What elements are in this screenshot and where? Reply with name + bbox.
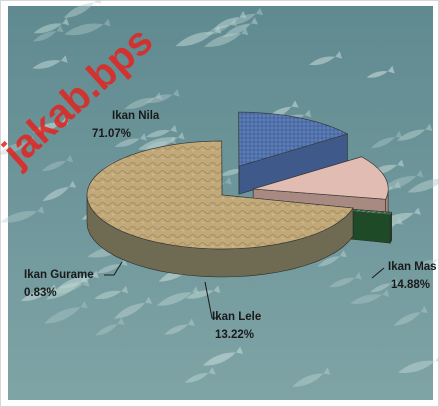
- slice-outer-wall: [389, 212, 392, 245]
- fish-shape: [96, 258, 128, 274]
- fish-shape: [220, 163, 251, 176]
- fish-shape: [49, 279, 90, 294]
- leader-lines: [104, 261, 385, 319]
- fish-shape: [328, 272, 362, 288]
- fish-shape: [20, 284, 58, 301]
- fish-shape: [229, 7, 264, 25]
- leader-line: [371, 267, 385, 279]
- fish-shape: [398, 355, 439, 374]
- fish-shape: [42, 180, 77, 202]
- fish-shape: [113, 296, 153, 319]
- slice-label-value: 0.83%: [24, 287, 57, 299]
- slice-label-value: 71.07%: [92, 128, 131, 140]
- fish-shape: [309, 51, 343, 66]
- fish-shape: [396, 123, 433, 141]
- fish-shape: [44, 301, 88, 324]
- fish-shape: [124, 92, 162, 110]
- fish-shape: [137, 132, 185, 150]
- slice-top-face: [253, 156, 389, 200]
- fish-shape: [32, 116, 69, 133]
- fish-shape: [202, 346, 244, 366]
- fish-shape: [212, 10, 247, 30]
- fish-shape: [64, 18, 111, 36]
- fish-shape: [57, 270, 99, 289]
- fish-shape: [32, 55, 68, 69]
- slice-label-name: Ikan Mas: [388, 261, 437, 273]
- fish-shape: [369, 277, 399, 293]
- fish-shape: [366, 65, 395, 78]
- fish-shape: [380, 169, 424, 191]
- pie-slice-ikan-mas: [238, 111, 349, 195]
- fish-shape: [184, 367, 216, 383]
- slice-label-name: Ikan Nila: [112, 110, 160, 122]
- slice-label-value: 14.88%: [391, 279, 430, 291]
- fish-shape: [41, 154, 74, 171]
- fish-shape: [292, 367, 331, 387]
- pie-slices: [86, 111, 393, 278]
- fish-shape: [33, 25, 64, 42]
- fish-shape: [175, 26, 222, 47]
- slice-top-face: [238, 111, 349, 167]
- fish-shape: [222, 17, 259, 38]
- fish-shape: [146, 89, 180, 104]
- fish-shape: [145, 124, 178, 138]
- fish-shape: [0, 136, 36, 155]
- fish-shape: [114, 133, 147, 148]
- fish-shape: [407, 173, 439, 193]
- fish-shape: [370, 130, 403, 149]
- fish-shape: [94, 285, 129, 299]
- fish-shape: [95, 317, 125, 336]
- fish-shape: [156, 286, 200, 306]
- slice-label-name: Ikan Lele: [212, 311, 261, 323]
- fish-shape: [185, 285, 221, 299]
- leader-line: [204, 281, 218, 319]
- fish-shape: [0, 205, 45, 223]
- fish-shape: [204, 27, 249, 47]
- slice-label-name: Ikan Gurame: [24, 269, 94, 281]
- fish-shape: [63, 0, 102, 19]
- fish-shape: [46, 275, 88, 300]
- slice-top-face: [86, 140, 354, 250]
- fish-shape: [164, 318, 195, 335]
- data-labels: Ikan Nila 71.07% Ikan Mas 14.88% Ikan Lele 13…: [24, 110, 437, 341]
- fish-shape: [350, 289, 390, 304]
- fish-shape: [414, 254, 439, 268]
- fish-shape: [33, 17, 70, 34]
- pie-slice-ikan-nila: [86, 140, 354, 278]
- leader-line: [104, 261, 123, 276]
- slice-label-value: 13.22%: [215, 329, 254, 341]
- fish-shape: [393, 305, 428, 326]
- fish-shape: [317, 249, 348, 267]
